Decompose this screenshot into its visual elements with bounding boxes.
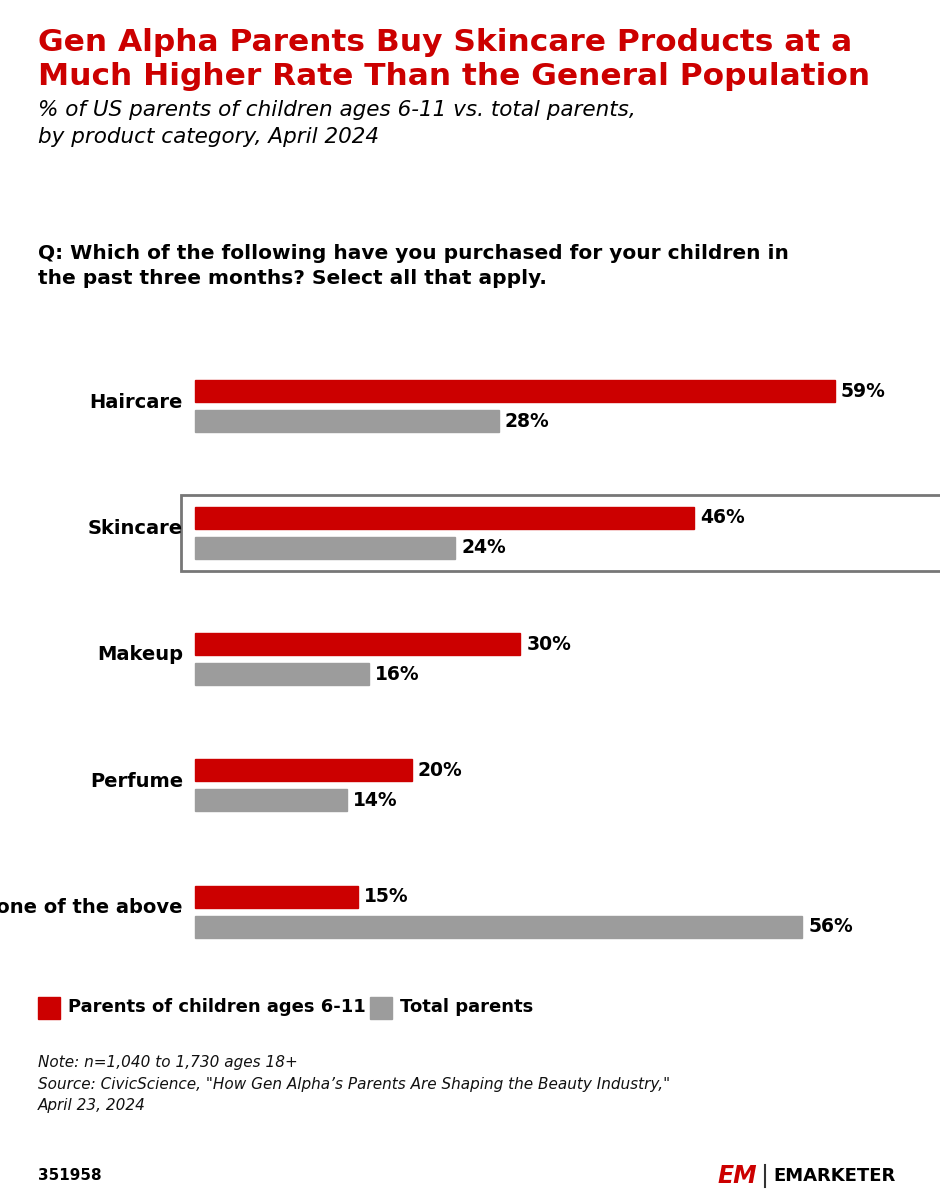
- Bar: [195, 663, 368, 685]
- Text: Q: Which of the following have you purchased for your children in
the past three: Q: Which of the following have you purch…: [38, 244, 789, 288]
- Bar: [195, 633, 521, 655]
- Bar: [181, 495, 940, 570]
- Bar: [195, 759, 412, 781]
- Text: Gen Alpha Parents Buy Skincare Products at a: Gen Alpha Parents Buy Skincare Products …: [38, 28, 853, 57]
- Bar: [38, 996, 60, 1019]
- Text: 30%: 30%: [526, 635, 572, 653]
- Text: 351958: 351958: [38, 1168, 102, 1184]
- Text: Haircare: Haircare: [89, 392, 183, 411]
- Bar: [195, 537, 455, 559]
- Text: 56%: 56%: [808, 917, 854, 936]
- Text: 46%: 46%: [700, 508, 744, 527]
- Text: 15%: 15%: [364, 887, 408, 907]
- Text: 59%: 59%: [841, 382, 885, 401]
- Text: 14%: 14%: [352, 791, 398, 810]
- Bar: [370, 996, 392, 1019]
- Text: 28%: 28%: [505, 411, 550, 431]
- Text: 16%: 16%: [374, 665, 419, 683]
- Bar: [195, 507, 694, 529]
- Text: Much Higher Rate Than the General Population: Much Higher Rate Than the General Popula…: [38, 62, 870, 91]
- Text: None of the above: None of the above: [0, 898, 183, 917]
- Text: 20%: 20%: [418, 761, 462, 780]
- Text: 24%: 24%: [462, 538, 506, 557]
- Text: EM: EM: [717, 1164, 757, 1188]
- Bar: [195, 886, 358, 908]
- Bar: [195, 410, 499, 432]
- Bar: [195, 789, 347, 811]
- Text: Skincare: Skincare: [87, 519, 183, 538]
- Text: Perfume: Perfume: [90, 771, 183, 791]
- Text: Parents of children ages 6-11: Parents of children ages 6-11: [68, 999, 366, 1017]
- Text: EMARKETER: EMARKETER: [773, 1167, 895, 1185]
- Bar: [195, 380, 835, 402]
- Text: Makeup: Makeup: [97, 646, 183, 665]
- Text: % of US parents of children ages 6-11 vs. total parents,
by product category, Ap: % of US parents of children ages 6-11 vs…: [38, 100, 635, 147]
- Bar: [195, 916, 803, 938]
- Text: Total parents: Total parents: [400, 999, 533, 1017]
- Text: Note: n=1,040 to 1,730 ages 18+
Source: CivicScience, "How Gen Alpha’s Parents A: Note: n=1,040 to 1,730 ages 18+ Source: …: [38, 1055, 670, 1113]
